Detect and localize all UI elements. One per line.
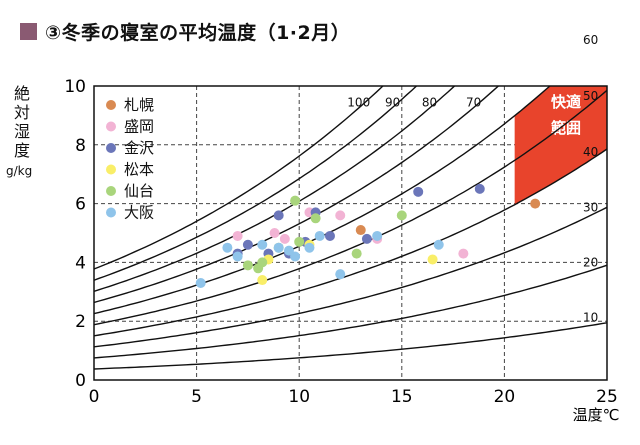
axes: 0 5 10 15 20 25 0 2 4 6 8 10 <box>64 77 617 407</box>
legend-marker <box>106 143 116 153</box>
legend-label: 金沢 <box>124 139 154 157</box>
rh-curve-labels: 10 20 30 40 50 60 70 80 90 100 <box>347 33 598 325</box>
legend-marker <box>106 207 116 218</box>
legend-marker <box>106 186 116 196</box>
data-point <box>310 213 321 224</box>
data-point <box>232 251 243 262</box>
y-axis-unit: g/kg <box>6 164 33 178</box>
rh-curve-label: 50 <box>583 89 598 103</box>
legend-label: 盛岡 <box>124 118 154 136</box>
x-tick-label: 5 <box>191 387 202 407</box>
rh-curve <box>94 86 551 315</box>
rh-curves <box>94 86 607 370</box>
data-point <box>355 225 366 236</box>
data-point <box>335 210 346 221</box>
legend-marker <box>106 100 116 110</box>
data-point <box>396 210 407 221</box>
y-tick-label: 8 <box>75 136 86 156</box>
rh-curve-label: 60 <box>583 33 598 47</box>
rh-curve-label: 30 <box>583 200 598 214</box>
data-point <box>413 186 424 197</box>
legend-marker <box>106 121 116 132</box>
data-point <box>273 210 284 221</box>
data-point <box>232 230 243 241</box>
comfort-zone-area <box>514 86 607 205</box>
x-tick-label: 15 <box>391 387 413 407</box>
y-tick-label: 6 <box>75 195 86 215</box>
y-tick-label: 10 <box>64 77 86 97</box>
rh-curve-label: 90 <box>385 96 400 110</box>
x-tick-label: 25 <box>596 387 618 407</box>
data-point <box>257 275 268 286</box>
data-point <box>458 248 469 259</box>
rh-curve-label: 70 <box>466 96 481 110</box>
data-point <box>273 242 284 253</box>
data-point <box>474 183 485 194</box>
rh-curve-label: 100 <box>347 96 370 110</box>
rh-curve <box>94 86 456 293</box>
x-tick-label: 20 <box>494 387 516 407</box>
data-point <box>427 254 438 265</box>
data-point <box>222 242 233 253</box>
rh-curve-label: 80 <box>422 96 437 110</box>
data-point <box>290 251 301 262</box>
data-point <box>530 198 541 209</box>
rh-curve-label: 10 <box>583 310 598 324</box>
data-point <box>269 228 280 238</box>
legend-marker <box>106 164 116 175</box>
y-tick-label: 4 <box>75 253 86 273</box>
title-marker <box>20 23 37 40</box>
rh-curve <box>94 206 607 348</box>
data-points <box>195 183 541 288</box>
rh-curve <box>94 264 607 359</box>
plot-frame <box>93 85 608 381</box>
data-point <box>335 269 346 280</box>
chart-title: ③冬季の寝室の平均温度（1·2月） <box>45 22 351 44</box>
data-point <box>433 239 444 250</box>
data-point <box>242 239 253 250</box>
rh-curve <box>94 89 607 326</box>
comfort-zone-label: 快適 <box>551 93 581 111</box>
x-tick-label: 10 <box>288 387 310 407</box>
rh-curve-label: 20 <box>583 256 598 270</box>
rh-curve <box>94 322 607 370</box>
rh-curve <box>94 86 418 281</box>
rh-curve <box>94 86 384 270</box>
y-tick-label: 0 <box>75 371 86 391</box>
data-point <box>279 233 290 244</box>
data-point <box>324 230 335 241</box>
data-point <box>195 277 206 288</box>
y-axis-label: 絶対湿度 <box>13 84 30 160</box>
data-point <box>257 239 268 250</box>
legend-label: 松本 <box>124 161 154 179</box>
data-point <box>304 242 315 253</box>
legend-label: 仙台 <box>124 182 154 200</box>
data-point <box>242 260 253 271</box>
legend-label: 大阪 <box>124 204 154 222</box>
x-axis-label: 温度℃ <box>573 406 620 424</box>
data-point <box>257 257 268 268</box>
data-point <box>361 233 372 244</box>
data-point <box>372 230 383 241</box>
chart-header: ③冬季の寝室の平均温度（1·2月） <box>20 18 350 45</box>
data-point <box>314 230 325 241</box>
rh-curve-label: 40 <box>583 145 598 159</box>
y-tick-label: 2 <box>75 312 86 332</box>
rh-curve <box>94 148 607 337</box>
rh-curve <box>94 86 500 304</box>
data-point <box>351 248 362 259</box>
x-tick-label: 0 <box>89 387 100 407</box>
legend-label: 札幌 <box>124 96 154 114</box>
data-point <box>290 195 301 206</box>
comfort-zone-label: 範囲 <box>551 119 581 137</box>
data-point <box>294 236 305 247</box>
